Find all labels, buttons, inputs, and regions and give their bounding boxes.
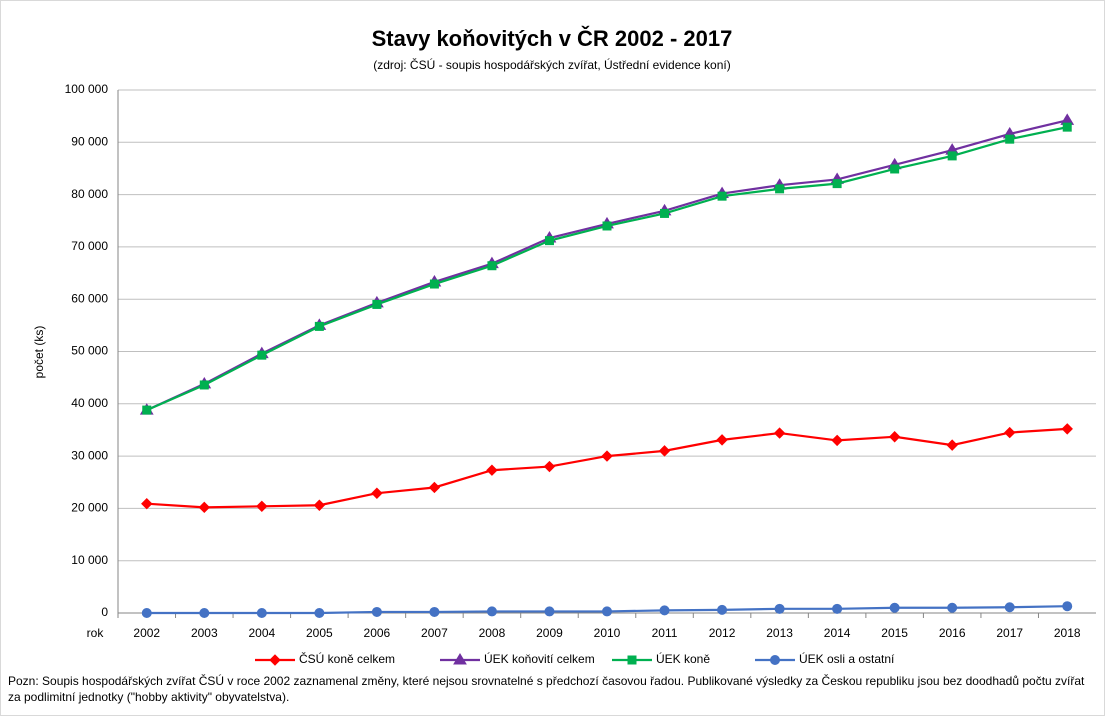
y-tick-label: 30 000 [71, 448, 108, 462]
data-point [199, 608, 210, 618]
footnote: Pozn: Soupis hospodářských zvířat ČSÚ v … [8, 674, 1085, 704]
data-point [947, 151, 957, 161]
data-point [601, 450, 613, 462]
data-point [428, 481, 441, 494]
x-tick-label: 2009 [536, 626, 563, 640]
data-point [602, 221, 612, 231]
data-point [429, 606, 440, 617]
data-point [1004, 602, 1015, 613]
data-point [889, 602, 900, 613]
y-tick-label: 70 000 [71, 239, 108, 253]
y-tick-label: 40 000 [71, 396, 108, 410]
data-point [314, 321, 324, 331]
legend-marker [453, 653, 467, 665]
data-point [1062, 601, 1073, 612]
x-tick-label: 2010 [594, 626, 621, 640]
x-tick-label: 2008 [479, 626, 506, 640]
data-point [257, 350, 267, 360]
data-point [487, 261, 497, 271]
data-point [774, 603, 785, 614]
chart-subtitle: (zdroj: ČSÚ - soupis hospodářských zvířa… [373, 57, 730, 72]
data-point [602, 606, 612, 617]
data-point [1061, 423, 1073, 435]
data-point [142, 405, 152, 415]
x-tick-label: 2004 [248, 626, 275, 640]
data-point [890, 164, 900, 174]
data-point [141, 497, 153, 510]
x-tick-label: 2016 [939, 626, 966, 640]
data-point [372, 299, 382, 309]
data-point [831, 434, 843, 447]
data-point [947, 602, 958, 613]
data-point [486, 464, 498, 476]
legend-label: ÚEK osli a ostatní [799, 651, 895, 666]
data-point [1062, 122, 1072, 132]
y-axis-label: počet (ks) [32, 326, 46, 379]
data-point [832, 603, 843, 614]
x-tick-label: 2005 [306, 626, 333, 640]
legend-label: ÚEK koňovití celkem [484, 651, 595, 666]
data-point [256, 608, 267, 618]
legend-marker [269, 654, 281, 666]
data-point [544, 606, 555, 617]
data-point [716, 434, 728, 446]
data-point [544, 236, 554, 246]
data-point [371, 606, 382, 617]
x-tick-label: 2013 [766, 626, 793, 640]
x-tick-label: 2003 [191, 626, 218, 640]
x-axis-label: rok [87, 626, 105, 640]
data-point [658, 445, 671, 457]
data-point [717, 604, 728, 615]
x-tick-label: 2014 [824, 626, 851, 640]
data-point [773, 427, 786, 439]
data-point [199, 380, 209, 390]
y-tick-label: 20 000 [71, 501, 108, 515]
chart-title: Stavy koňovitých v ČR 2002 - 2017 [372, 26, 733, 51]
data-point [486, 606, 497, 617]
x-tick-label: 2015 [881, 626, 908, 640]
y-tick-label: 100 000 [65, 82, 109, 96]
legend-marker [770, 655, 780, 665]
x-tick-label: 2017 [996, 626, 1023, 640]
x-tick-label: 2011 [652, 626, 678, 640]
data-point [717, 191, 727, 201]
data-point [429, 279, 439, 289]
legend-label: ÚEK koně [656, 651, 710, 666]
data-point [775, 184, 785, 194]
y-tick-label: 60 000 [71, 291, 108, 305]
data-point [946, 439, 958, 451]
x-tick-label: 2002 [133, 626, 160, 640]
data-point [314, 608, 325, 618]
data-point [1005, 134, 1015, 144]
y-tick-label: 80 000 [71, 187, 108, 201]
x-tick-label: 2018 [1054, 626, 1081, 640]
data-point [313, 499, 326, 511]
data-point [1003, 426, 1016, 439]
legend-label: ČSÚ koně celkem [299, 651, 395, 666]
data-point [371, 487, 383, 499]
data-point [660, 208, 670, 218]
legend-marker [627, 655, 637, 665]
x-tick-label: 2012 [709, 626, 736, 640]
x-tick-label: 2007 [421, 626, 448, 640]
data-point [256, 500, 268, 513]
data-point [198, 501, 211, 514]
y-tick-label: 90 000 [71, 134, 108, 148]
data-point [659, 605, 670, 616]
y-tick-label: 50 000 [71, 344, 108, 358]
y-tick-label: 10 000 [71, 553, 108, 567]
y-tick-label: 0 [101, 605, 108, 619]
data-point [543, 460, 556, 473]
data-point [832, 179, 842, 189]
data-point [141, 608, 152, 618]
data-point [888, 431, 901, 443]
x-tick-label: 2006 [364, 626, 391, 640]
